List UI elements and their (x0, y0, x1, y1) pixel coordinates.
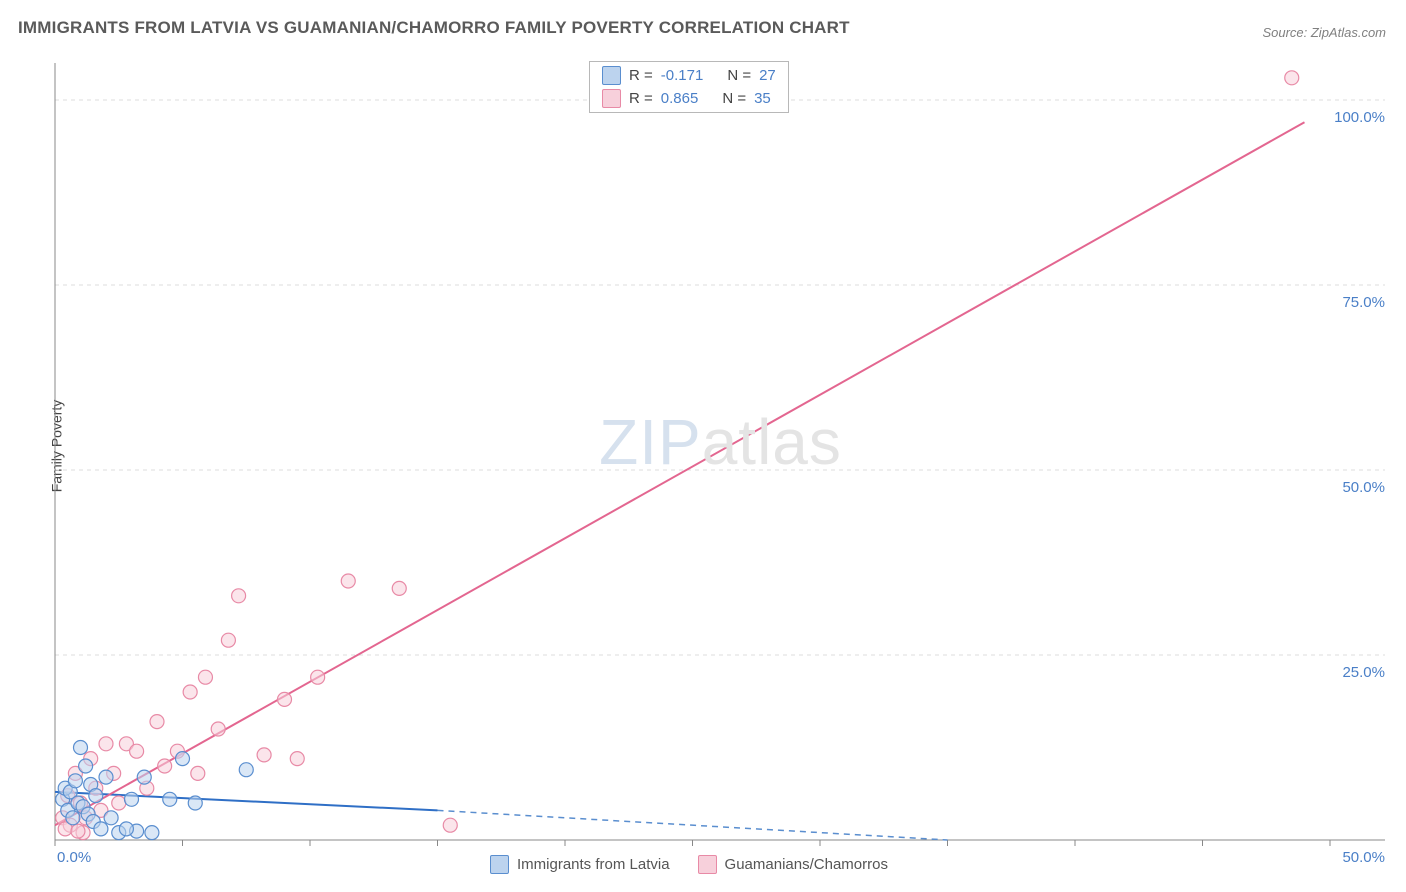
r-label: R = (629, 90, 653, 107)
n-value-0: 27 (759, 67, 776, 84)
legend-swatch-blue (490, 855, 509, 874)
series-legend: Immigrants from Latvia Guamanians/Chamor… (490, 855, 888, 874)
series-name-0: Immigrants from Latvia (517, 856, 670, 873)
svg-text:100.0%: 100.0% (1334, 109, 1385, 126)
svg-text:0.0%: 0.0% (57, 849, 91, 866)
chart-title: IMMIGRANTS FROM LATVIA VS GUAMANIAN/CHAM… (18, 18, 850, 38)
series-legend-item: Immigrants from Latvia (490, 855, 670, 874)
svg-text:50.0%: 50.0% (1342, 849, 1385, 866)
correlation-legend-row: R = -0.171 N = 27 (590, 64, 788, 87)
n-label: N = (727, 67, 751, 84)
svg-text:75.0%: 75.0% (1342, 294, 1385, 311)
svg-text:50.0%: 50.0% (1342, 479, 1385, 496)
n-label: N = (722, 90, 746, 107)
r-label: R = (629, 67, 653, 84)
series-legend-item: Guamanians/Chamorros (698, 855, 888, 874)
svg-text:25.0%: 25.0% (1342, 664, 1385, 681)
legend-swatch-blue (602, 66, 621, 85)
r-value-0: -0.171 (661, 67, 704, 84)
legend-swatch-pink (698, 855, 717, 874)
source-label: Source: ZipAtlas.com (1262, 25, 1386, 40)
legend-swatch-pink (602, 89, 621, 108)
series-name-1: Guamanians/Chamorros (725, 856, 888, 873)
scatter-chart: 25.0% 50.0% 75.0% 100.0% 0.0% 50.0% (45, 45, 1396, 872)
correlation-legend-row: R = 0.865 N = 35 (590, 87, 788, 110)
n-value-1: 35 (754, 90, 771, 107)
chart-container: 25.0%50.0%75.0%100.0%0.0%50.0% ZIPatlas … (45, 45, 1396, 872)
r-value-1: 0.865 (661, 90, 699, 107)
correlation-legend: R = -0.171 N = 27 R = 0.865 N = 35 (589, 61, 789, 113)
